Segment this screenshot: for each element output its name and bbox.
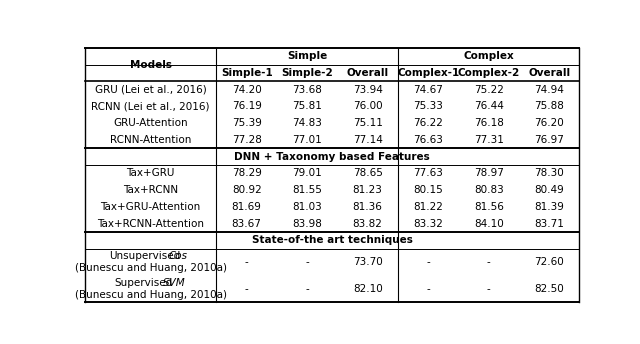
Text: 80.92: 80.92 bbox=[232, 185, 262, 195]
Text: Unsupervised: Unsupervised bbox=[109, 251, 180, 261]
Text: 73.94: 73.94 bbox=[353, 85, 383, 95]
Text: 74.83: 74.83 bbox=[292, 118, 322, 128]
Text: DNN + Taxonomy based Features: DNN + Taxonomy based Features bbox=[234, 152, 430, 162]
Text: Models: Models bbox=[130, 60, 172, 69]
Text: Complex-1: Complex-1 bbox=[397, 68, 460, 78]
Text: Overall: Overall bbox=[347, 68, 388, 78]
Text: 81.03: 81.03 bbox=[292, 202, 322, 212]
Text: 76.22: 76.22 bbox=[413, 118, 443, 128]
Text: Simple-2: Simple-2 bbox=[282, 68, 333, 78]
Text: 75.88: 75.88 bbox=[534, 101, 564, 111]
Text: 75.11: 75.11 bbox=[353, 118, 383, 128]
Text: GRU (Lei et al., 2016): GRU (Lei et al., 2016) bbox=[95, 85, 207, 95]
Text: Complex: Complex bbox=[463, 51, 514, 61]
Text: 74.67: 74.67 bbox=[413, 85, 443, 95]
Text: -: - bbox=[244, 284, 248, 294]
Text: (Bunescu and Huang, 2010a): (Bunescu and Huang, 2010a) bbox=[75, 290, 227, 300]
Text: 80.83: 80.83 bbox=[474, 185, 504, 195]
Text: RCNN (Lei et al., 2016): RCNN (Lei et al., 2016) bbox=[92, 101, 210, 111]
Text: 77.01: 77.01 bbox=[292, 135, 322, 145]
Text: 76.18: 76.18 bbox=[474, 118, 504, 128]
Text: 83.32: 83.32 bbox=[413, 219, 443, 229]
Text: 80.49: 80.49 bbox=[534, 185, 564, 195]
Text: 75.22: 75.22 bbox=[474, 85, 504, 95]
Text: 77.14: 77.14 bbox=[353, 135, 383, 145]
Text: 76.63: 76.63 bbox=[413, 135, 443, 145]
Text: Supervised: Supervised bbox=[114, 278, 172, 288]
Text: 78.97: 78.97 bbox=[474, 169, 504, 179]
Text: State-of-the art techniques: State-of-the art techniques bbox=[252, 235, 413, 245]
Text: 81.23: 81.23 bbox=[353, 185, 383, 195]
Text: Tax+GRU: Tax+GRU bbox=[127, 169, 175, 179]
Text: GRU-Attention: GRU-Attention bbox=[113, 118, 188, 128]
Text: 75.81: 75.81 bbox=[292, 101, 322, 111]
Text: Overall: Overall bbox=[528, 68, 570, 78]
Text: 83.67: 83.67 bbox=[232, 219, 262, 229]
Text: 78.30: 78.30 bbox=[534, 169, 564, 179]
Text: 80.15: 80.15 bbox=[413, 185, 443, 195]
Text: 79.01: 79.01 bbox=[292, 169, 322, 179]
Text: Tax+RCNN-Attention: Tax+RCNN-Attention bbox=[97, 219, 204, 229]
Text: 83.98: 83.98 bbox=[292, 219, 322, 229]
Text: 76.20: 76.20 bbox=[534, 118, 564, 128]
Text: 84.10: 84.10 bbox=[474, 219, 504, 229]
Text: Simple-1: Simple-1 bbox=[221, 68, 273, 78]
Text: (Bunescu and Huang, 2010a): (Bunescu and Huang, 2010a) bbox=[75, 263, 227, 273]
Text: -: - bbox=[244, 257, 248, 267]
Text: 73.68: 73.68 bbox=[292, 85, 322, 95]
Text: 78.65: 78.65 bbox=[353, 169, 383, 179]
Text: 75.33: 75.33 bbox=[413, 101, 443, 111]
Text: 77.28: 77.28 bbox=[232, 135, 262, 145]
Text: 76.19: 76.19 bbox=[232, 101, 262, 111]
Text: Cos: Cos bbox=[168, 251, 188, 261]
Text: 76.00: 76.00 bbox=[353, 101, 383, 111]
Text: SVM: SVM bbox=[163, 278, 186, 288]
Text: Tax+RCNN: Tax+RCNN bbox=[123, 185, 179, 195]
Text: -: - bbox=[426, 284, 430, 294]
Text: 78.29: 78.29 bbox=[232, 169, 262, 179]
Text: 77.63: 77.63 bbox=[413, 169, 443, 179]
Text: 76.97: 76.97 bbox=[534, 135, 564, 145]
Text: -: - bbox=[426, 257, 430, 267]
Text: 81.69: 81.69 bbox=[232, 202, 262, 212]
Text: -: - bbox=[305, 257, 309, 267]
Text: 81.22: 81.22 bbox=[413, 202, 443, 212]
Text: 82.50: 82.50 bbox=[534, 284, 564, 294]
Text: 81.36: 81.36 bbox=[353, 202, 383, 212]
Text: 82.10: 82.10 bbox=[353, 284, 383, 294]
Text: 75.39: 75.39 bbox=[232, 118, 262, 128]
Text: 83.71: 83.71 bbox=[534, 219, 564, 229]
Text: 81.55: 81.55 bbox=[292, 185, 322, 195]
Text: 73.70: 73.70 bbox=[353, 257, 383, 267]
Text: 72.60: 72.60 bbox=[534, 257, 564, 267]
Text: RCNN-Attention: RCNN-Attention bbox=[110, 135, 191, 145]
Text: 77.31: 77.31 bbox=[474, 135, 504, 145]
Text: 81.39: 81.39 bbox=[534, 202, 564, 212]
Text: 83.82: 83.82 bbox=[353, 219, 383, 229]
Text: Tax+GRU-Attention: Tax+GRU-Attention bbox=[100, 202, 201, 212]
Text: -: - bbox=[305, 284, 309, 294]
Text: 74.20: 74.20 bbox=[232, 85, 262, 95]
Text: -: - bbox=[487, 284, 491, 294]
Text: 76.44: 76.44 bbox=[474, 101, 504, 111]
Text: Simple: Simple bbox=[287, 51, 327, 61]
Text: Complex-2: Complex-2 bbox=[458, 68, 520, 78]
Text: 81.56: 81.56 bbox=[474, 202, 504, 212]
Text: 74.94: 74.94 bbox=[534, 85, 564, 95]
Text: -: - bbox=[487, 257, 491, 267]
